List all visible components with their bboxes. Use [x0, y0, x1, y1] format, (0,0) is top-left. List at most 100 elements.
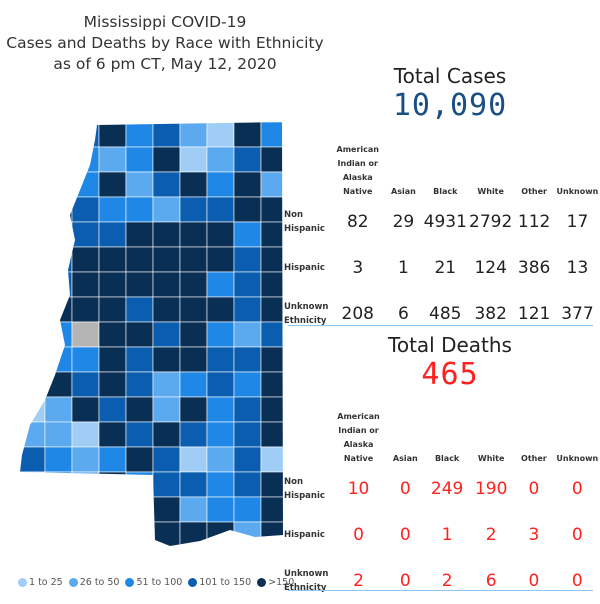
county-region[interactable]: [18, 171, 46, 198]
county-region[interactable]: [98, 396, 127, 423]
county-region[interactable]: [152, 521, 181, 547]
county-region[interactable]: [125, 122, 154, 148]
county-region[interactable]: [152, 146, 181, 173]
county-region[interactable]: [260, 346, 288, 373]
county-region[interactable]: [71, 221, 100, 248]
county-region[interactable]: [179, 421, 208, 448]
county-region[interactable]: [206, 171, 235, 198]
county-region[interactable]: [206, 246, 235, 273]
county-region[interactable]: [71, 371, 100, 398]
county-region[interactable]: [152, 396, 181, 423]
county-region[interactable]: [125, 296, 154, 323]
county-region[interactable]: [179, 321, 208, 348]
county-region[interactable]: [206, 321, 235, 348]
county-region[interactable]: [18, 371, 46, 398]
county-region[interactable]: [44, 196, 73, 223]
county-region[interactable]: [98, 471, 127, 498]
county-region[interactable]: [206, 296, 235, 323]
county-region[interactable]: [206, 446, 235, 473]
county-region[interactable]: [44, 321, 73, 348]
county-region[interactable]: [179, 471, 208, 498]
county-region[interactable]: [152, 271, 181, 298]
county-region[interactable]: [98, 146, 127, 173]
county-region[interactable]: [98, 496, 127, 523]
county-region[interactable]: [18, 146, 46, 173]
county-region[interactable]: [152, 196, 181, 223]
county-region[interactable]: [125, 446, 154, 473]
county-region[interactable]: [152, 471, 181, 498]
county-region[interactable]: [179, 496, 208, 523]
county-region[interactable]: [71, 122, 100, 148]
county-region[interactable]: [71, 521, 100, 547]
county-region[interactable]: [44, 446, 73, 473]
county-region[interactable]: [44, 471, 73, 498]
county-region[interactable]: [179, 346, 208, 373]
county-region[interactable]: [206, 196, 235, 223]
county-region[interactable]: [98, 371, 127, 398]
county-region[interactable]: [18, 221, 46, 248]
county-region[interactable]: [125, 196, 154, 223]
county-region[interactable]: [233, 146, 262, 173]
county-region[interactable]: [233, 271, 262, 298]
county-region[interactable]: [206, 471, 235, 498]
county-region[interactable]: [233, 371, 262, 398]
county-region[interactable]: [152, 371, 181, 398]
county-region[interactable]: [179, 296, 208, 323]
county-region[interactable]: [18, 321, 46, 348]
county-region[interactable]: [71, 446, 100, 473]
county-region[interactable]: [98, 521, 127, 547]
county-region[interactable]: [44, 146, 73, 173]
county-region[interactable]: [125, 496, 154, 523]
county-region[interactable]: [179, 171, 208, 198]
county-region[interactable]: [206, 496, 235, 523]
county-region[interactable]: [206, 396, 235, 423]
county-region[interactable]: [179, 122, 208, 148]
county-region[interactable]: [125, 171, 154, 198]
county-region[interactable]: [18, 296, 46, 323]
county-region[interactable]: [44, 346, 73, 373]
county-region[interactable]: [44, 371, 73, 398]
county-region[interactable]: [179, 221, 208, 248]
county-region[interactable]: [125, 521, 154, 547]
county-region[interactable]: [179, 196, 208, 223]
county-region[interactable]: [71, 396, 100, 423]
county-region[interactable]: [233, 446, 262, 473]
county-region[interactable]: [125, 271, 154, 298]
county-region[interactable]: [233, 296, 262, 323]
county-region[interactable]: [233, 122, 262, 148]
county-region[interactable]: [206, 221, 235, 248]
county-region[interactable]: [233, 496, 262, 523]
county-region[interactable]: [125, 471, 154, 498]
county-region[interactable]: [233, 471, 262, 498]
county-region[interactable]: [44, 421, 73, 448]
county-region[interactable]: [152, 221, 181, 248]
county-region[interactable]: [152, 246, 181, 273]
county-region[interactable]: [233, 521, 262, 547]
county-region[interactable]: [44, 221, 73, 248]
county-region[interactable]: [18, 122, 46, 148]
county-region[interactable]: [206, 146, 235, 173]
county-region[interactable]: [233, 246, 262, 273]
county-region[interactable]: [44, 271, 73, 298]
county-region[interactable]: [98, 122, 127, 148]
county-region[interactable]: [152, 346, 181, 373]
county-region[interactable]: [98, 446, 127, 473]
county-region[interactable]: [18, 446, 46, 473]
county-region[interactable]: [179, 246, 208, 273]
county-region[interactable]: [18, 246, 46, 273]
county-region[interactable]: [44, 246, 73, 273]
county-region[interactable]: [18, 471, 46, 498]
county-region[interactable]: [152, 171, 181, 198]
county-region[interactable]: [98, 271, 127, 298]
county-region[interactable]: [125, 421, 154, 448]
county-region[interactable]: [152, 496, 181, 523]
county-region[interactable]: [179, 396, 208, 423]
county-region[interactable]: [179, 271, 208, 298]
county-region[interactable]: [71, 146, 100, 173]
county-region[interactable]: [44, 521, 73, 547]
county-region[interactable]: [44, 396, 73, 423]
county-region[interactable]: [125, 221, 154, 248]
county-region[interactable]: [260, 371, 288, 398]
county-region[interactable]: [233, 171, 262, 198]
county-region[interactable]: [98, 171, 127, 198]
